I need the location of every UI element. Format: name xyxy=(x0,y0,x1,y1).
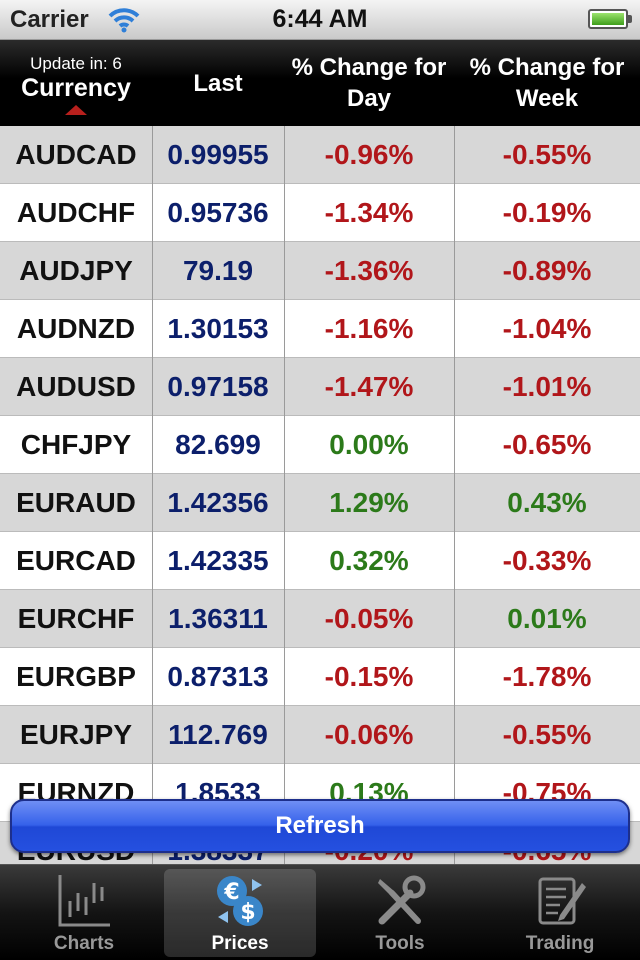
chart-bars-icon xyxy=(58,875,110,927)
week-change: -1.01% xyxy=(502,371,592,402)
week-change: -1.04% xyxy=(502,313,592,344)
tab-label: Trading xyxy=(525,933,595,954)
day-change: 0.00% xyxy=(329,429,409,460)
tab-label: Tools xyxy=(375,933,425,954)
svg-text:$: $ xyxy=(240,900,255,925)
table-row[interactable]: AUDNZD 1.30153 -1.16% -1.04% xyxy=(0,300,640,358)
week-change: -1.78% xyxy=(502,661,592,692)
day-change: 0.32% xyxy=(329,545,409,576)
tab-label: Prices xyxy=(211,933,269,954)
currency-pair: CHFJPY xyxy=(20,429,132,460)
week-change: -0.65% xyxy=(502,429,592,460)
status-bar: Carrier 6:44 AM xyxy=(0,0,640,40)
currency-pair: EURCAD xyxy=(16,545,136,576)
day-change: -0.05% xyxy=(324,603,414,634)
tab-charts[interactable]: Charts xyxy=(8,869,160,957)
tools-icon xyxy=(378,875,426,925)
carrier-name: Carrier xyxy=(10,6,89,33)
day-change: -1.36% xyxy=(324,255,414,286)
day-change: 1.29% xyxy=(329,487,409,518)
last-price: 112.769 xyxy=(168,719,268,750)
last-price: 0.97158 xyxy=(167,371,269,402)
day-change: -0.06% xyxy=(324,719,414,750)
currency-pair: AUDUSD xyxy=(16,371,136,402)
column-divider xyxy=(284,126,285,864)
day-change: -0.15% xyxy=(324,661,414,692)
day-change: -1.16% xyxy=(324,313,414,344)
currency-pair: EURGBP xyxy=(16,661,136,692)
sort-ascending-icon xyxy=(65,104,87,115)
table-header: Update in: 6 Currency Last % Change for … xyxy=(0,40,640,126)
day-change: -1.34% xyxy=(324,197,414,228)
currency-pair: EURAUD xyxy=(16,487,136,518)
tab-tools[interactable]: Tools xyxy=(324,869,476,957)
price-table[interactable]: AUDCAD 0.99955 -0.96% -0.55% AUDCHF 0.95736 -1… xyxy=(0,126,640,864)
week-change: -0.55% xyxy=(502,139,592,170)
trading-notepad-icon xyxy=(538,877,586,925)
table-row[interactable]: CHFJPY 82.699 0.00% -0.65% xyxy=(0,416,640,474)
table-row[interactable]: AUDJPY 79.19 -1.36% -0.89% xyxy=(0,242,640,300)
week-change: -0.33% xyxy=(502,545,592,576)
week-change: 0.01% xyxy=(507,603,587,634)
currency-pair: AUDCAD xyxy=(15,139,137,170)
day-change: -0.96% xyxy=(324,139,414,170)
last-price: 1.30153 xyxy=(167,313,269,344)
currency-pair: EURJPY xyxy=(19,719,133,750)
last-price: 0.95736 xyxy=(167,197,269,228)
table-row[interactable]: EURCAD 1.42335 0.32% -0.33% xyxy=(0,532,640,590)
currency-pair: AUDNZD xyxy=(16,313,136,344)
column-divider xyxy=(152,126,153,864)
last-price: 1.36311 xyxy=(168,603,268,634)
week-change: 0.43% xyxy=(507,487,587,518)
last-price: 82.699 xyxy=(175,429,261,460)
column-header-currency[interactable]: Update in: 6 Currency xyxy=(0,40,152,126)
column-divider xyxy=(454,126,455,864)
table-row[interactable]: AUDUSD 0.97158 -1.47% -1.01% xyxy=(0,358,640,416)
currency-header-label: Currency xyxy=(21,73,131,102)
table-row[interactable]: AUDCAD 0.99955 -0.96% -0.55% xyxy=(0,126,640,184)
tab-bar: Charts € $ Prices Tools Tr xyxy=(0,864,640,960)
day-change: -1.47% xyxy=(324,371,414,402)
currency-exchange-icon: € $ xyxy=(217,876,263,926)
week-change-header-label: % Change for Week xyxy=(469,54,625,112)
tab-label: Charts xyxy=(53,933,115,954)
table-row[interactable]: EURGBP 0.87313 -0.15% -1.78% xyxy=(0,648,640,706)
table-row[interactable]: EURAUD 1.42356 1.29% 0.43% xyxy=(0,474,640,532)
tab-trading[interactable]: Trading xyxy=(484,869,636,957)
last-price: 0.99955 xyxy=(167,139,269,170)
table-row[interactable]: EURCHF 1.36311 -0.05% 0.01% xyxy=(0,590,640,648)
battery-icon xyxy=(588,9,632,29)
week-change: -0.55% xyxy=(502,719,592,750)
wifi-icon xyxy=(108,8,140,33)
currency-pair: AUDCHF xyxy=(16,197,136,228)
tab-prices[interactable]: € $ Prices xyxy=(164,869,316,957)
week-change: -0.89% xyxy=(502,255,592,286)
last-price: 1.42335 xyxy=(167,545,269,576)
currency-pair: EURCHF xyxy=(17,603,135,634)
clock: 6:44 AM xyxy=(272,5,368,33)
last-price: 1.42356 xyxy=(167,487,269,518)
update-countdown: Update in: 6 xyxy=(30,53,122,73)
last-price: 0.87313 xyxy=(167,661,269,692)
svg-text:€: € xyxy=(223,880,239,905)
table-row[interactable]: AUDCHF 0.95736 -1.34% -0.19% xyxy=(0,184,640,242)
refresh-button[interactable]: Refresh xyxy=(10,799,630,853)
column-header-week-change[interactable]: % Change for Week xyxy=(454,40,640,126)
column-header-day-change[interactable]: % Change for Day xyxy=(284,40,454,126)
currency-pair: AUDJPY xyxy=(19,255,133,286)
day-change-header-label: % Change for Day xyxy=(291,54,447,112)
column-header-last[interactable]: Last xyxy=(193,69,243,97)
last-price: 79.19 xyxy=(182,255,254,286)
table-row[interactable]: EURJPY 112.769 -0.06% -0.55% xyxy=(0,706,640,764)
week-change: -0.19% xyxy=(502,197,592,228)
